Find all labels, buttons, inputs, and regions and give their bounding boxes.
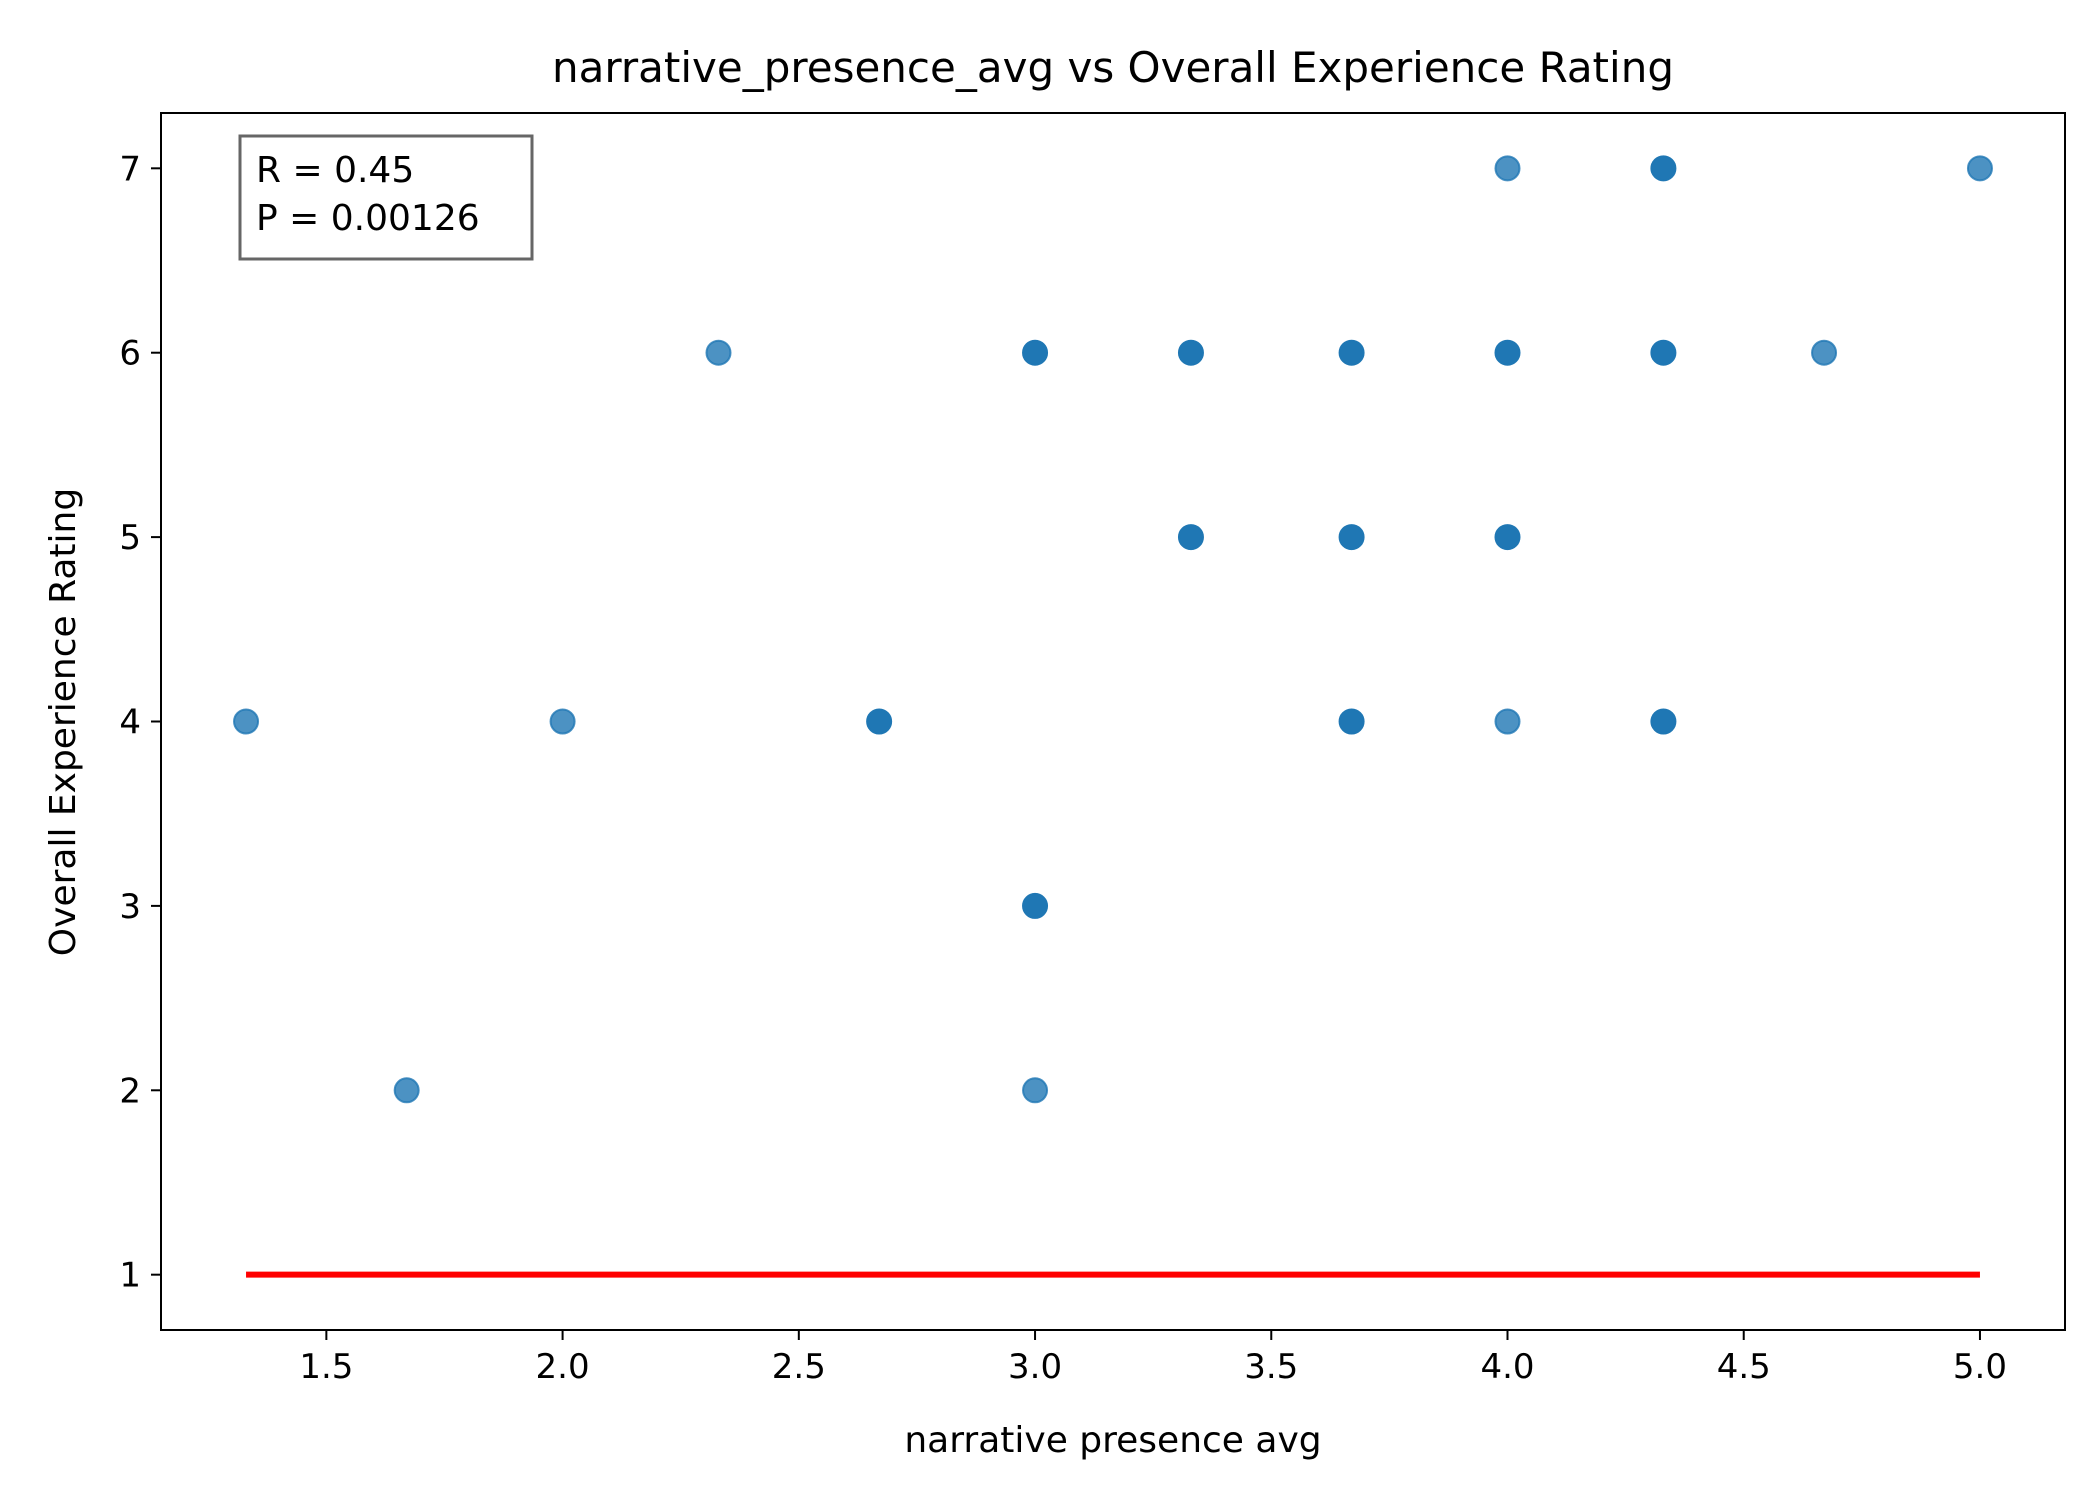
data-point (1966, 155, 1993, 182)
y-tick-label: 4 (119, 703, 141, 743)
x-tick-label: 3.5 (1244, 1347, 1298, 1387)
data-point (1022, 339, 1049, 366)
data-point (233, 708, 260, 735)
y-tick-label: 6 (119, 334, 141, 374)
y-axis-ticks: 1 2 3 4 5 6 7 (119, 149, 161, 1296)
data-point (1338, 708, 1365, 735)
data-point (1022, 1077, 1049, 1104)
data-point (549, 708, 576, 735)
x-tick-label: 5.0 (1953, 1347, 2007, 1387)
x-tick-label: 2.5 (772, 1347, 826, 1387)
p-value-text: P = 0.00126 (256, 198, 480, 239)
data-point (1494, 339, 1521, 366)
data-point (1338, 524, 1365, 551)
stats-annotation-box: R = 0.45 P = 0.00126 (238, 134, 534, 261)
x-tick-label: 3.0 (1008, 1347, 1062, 1387)
data-point (705, 339, 732, 366)
data-point (1022, 892, 1049, 919)
x-tick-label: 4.0 (1480, 1347, 1534, 1387)
data-point (1494, 708, 1521, 735)
data-point (1494, 524, 1521, 551)
x-axis-label: narrative presence avg (904, 1420, 1321, 1461)
points-layer (233, 155, 1993, 1104)
data-point (1177, 524, 1204, 551)
y-tick-label: 2 (119, 1071, 141, 1111)
x-tick-label: 2.0 (536, 1347, 590, 1387)
x-tick-label: 4.5 (1717, 1347, 1771, 1387)
data-point (1811, 339, 1838, 366)
data-point (866, 708, 893, 735)
data-point (1650, 708, 1677, 735)
r-value-text: R = 0.45 (256, 150, 414, 191)
data-point (393, 1077, 420, 1104)
x-axis-ticks: 1.5 2.0 2.5 3.0 3.5 4.0 4.5 5.0 (299, 1330, 2007, 1387)
data-point (1650, 339, 1677, 366)
data-point (1650, 155, 1677, 182)
stats-box-border (238, 134, 534, 261)
x-tick-label: 1.5 (299, 1347, 353, 1387)
y-tick-label: 7 (119, 149, 141, 189)
data-point (1494, 155, 1521, 182)
data-point (1177, 339, 1204, 366)
y-tick-label: 1 (119, 1256, 141, 1296)
chart-title: narrative_presence_avg vs Overall Experi… (552, 43, 1674, 92)
y-tick-label: 3 (119, 887, 141, 927)
y-axis-label: Overall Experience Rating (43, 488, 84, 956)
y-tick-label: 5 (119, 518, 141, 558)
data-point (1338, 339, 1365, 366)
